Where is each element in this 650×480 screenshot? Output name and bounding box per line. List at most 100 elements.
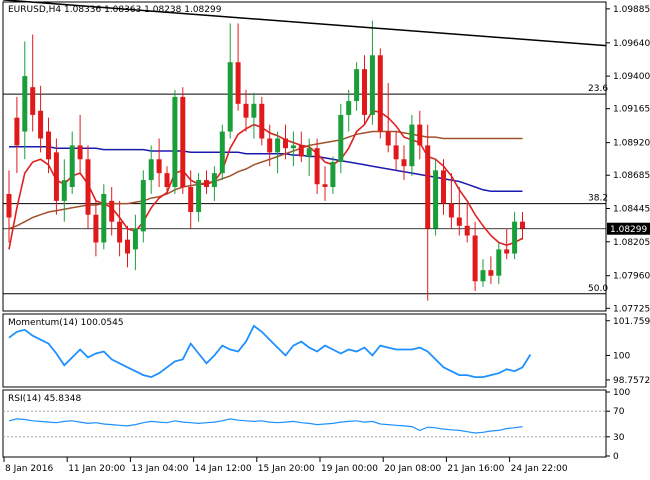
candle-44 [354,62,360,111]
price-tick-label: 1.08685 [613,171,650,181]
candle-59 [472,221,478,291]
momentum-indicator: 101.7596 100 98.7572 [8,317,650,386]
candle-42 [338,103,344,174]
candle-body [433,170,439,229]
candle-body [93,214,99,243]
price-tick-label: 1.08445 [613,204,650,214]
candle-19 [156,138,162,187]
candle-29 [235,23,241,111]
momentum-tick-label: 101.7596 [613,317,650,327]
price-tick-label: 1.09885 [613,5,650,15]
candle-57 [456,187,462,236]
candle-body [330,162,336,187]
candle-60 [480,259,486,287]
candle-body [140,180,146,232]
candle-body [180,96,186,187]
price-panel-frame [2,1,607,312]
candle-body [306,148,312,157]
candle-body [346,101,352,115]
price-tick-label: 1.09640 [613,39,650,49]
candle-body [488,270,494,276]
candle-body [251,103,257,118]
candle-body [125,239,130,254]
current-price-box [607,222,650,235]
candle-64 [512,211,518,260]
candle-51 [409,114,415,176]
candle-body [283,138,288,149]
candle-body [46,131,51,160]
candle-30 [243,89,249,132]
candle-body [211,173,217,187]
candle-63 [504,228,510,260]
candle-65 [520,211,525,240]
candle-45 [362,55,367,125]
candle-39 [314,138,320,194]
candle-24 [196,173,202,222]
candle-body [227,62,233,132]
candle-46 [369,20,375,125]
price-tick-label: 1.08205 [613,238,650,248]
time-tick-label: 13 Jan 04:00 [131,464,188,474]
time-tick-label: 20 Jan 08:00 [384,464,441,474]
candle-body [275,138,281,153]
candle-52 [417,110,423,160]
candle-14 [117,200,123,257]
candle-15 [125,225,130,268]
candle-body [172,96,178,187]
candle-body [85,159,91,215]
momentum-tick-label: 100 [613,351,630,361]
candle-body [425,145,431,229]
candlesticks [6,20,525,301]
candle-body [235,62,241,104]
candle-4 [38,85,44,153]
candle-body [30,87,36,115]
ma-fast-line [8,109,523,250]
trendline [2,0,607,47]
ma-mid-line [8,130,523,230]
price-tick-label: 1.07725 [613,304,650,314]
candle-body [369,55,375,115]
candle-20 [164,166,170,194]
candle-18 [148,145,154,194]
candle-36 [290,131,296,167]
candle-body [504,249,510,254]
candle-25 [204,170,209,194]
candle-55 [441,159,446,215]
momentum-line [8,324,532,379]
candle-body [480,270,486,282]
candle-body [393,145,399,160]
candle-body [69,145,75,187]
candle-5 [46,117,51,174]
candle-body [109,200,115,222]
candle-body [456,217,462,226]
time-tick-label: 8 Jan 2016 [5,464,53,474]
candle-body [441,170,446,204]
candle-49 [393,131,399,171]
candle-50 [401,145,407,181]
candle-53 [425,124,431,301]
candle-47 [377,48,383,139]
candle-61 [488,256,494,285]
price-tick-label: 1.09400 [613,72,650,82]
candle-12 [101,184,107,250]
candle-8 [69,131,75,194]
candle-body [219,131,225,174]
candle-2 [22,41,28,160]
candle-body [61,180,67,201]
candle-9 [77,114,83,174]
rsi-tick-label: 70 [613,407,625,417]
rsi-tick-label: 100 [613,388,630,398]
candle-37 [298,131,304,163]
time-tick-label: 15 Jan 20:00 [258,464,315,474]
candle-43 [346,89,352,132]
candle-35 [283,124,288,160]
candle-16 [132,214,138,271]
price-tick-label: 1.08920 [613,139,650,149]
candle-22 [180,87,186,194]
candle-32 [259,96,265,146]
momentum-panel-frame [2,313,607,388]
ohlc-readout: 1.08336 1.08363 1.08238 1.08299 [64,5,222,15]
candle-body [117,221,123,243]
candle-body [464,225,470,236]
candle-7 [61,159,67,222]
